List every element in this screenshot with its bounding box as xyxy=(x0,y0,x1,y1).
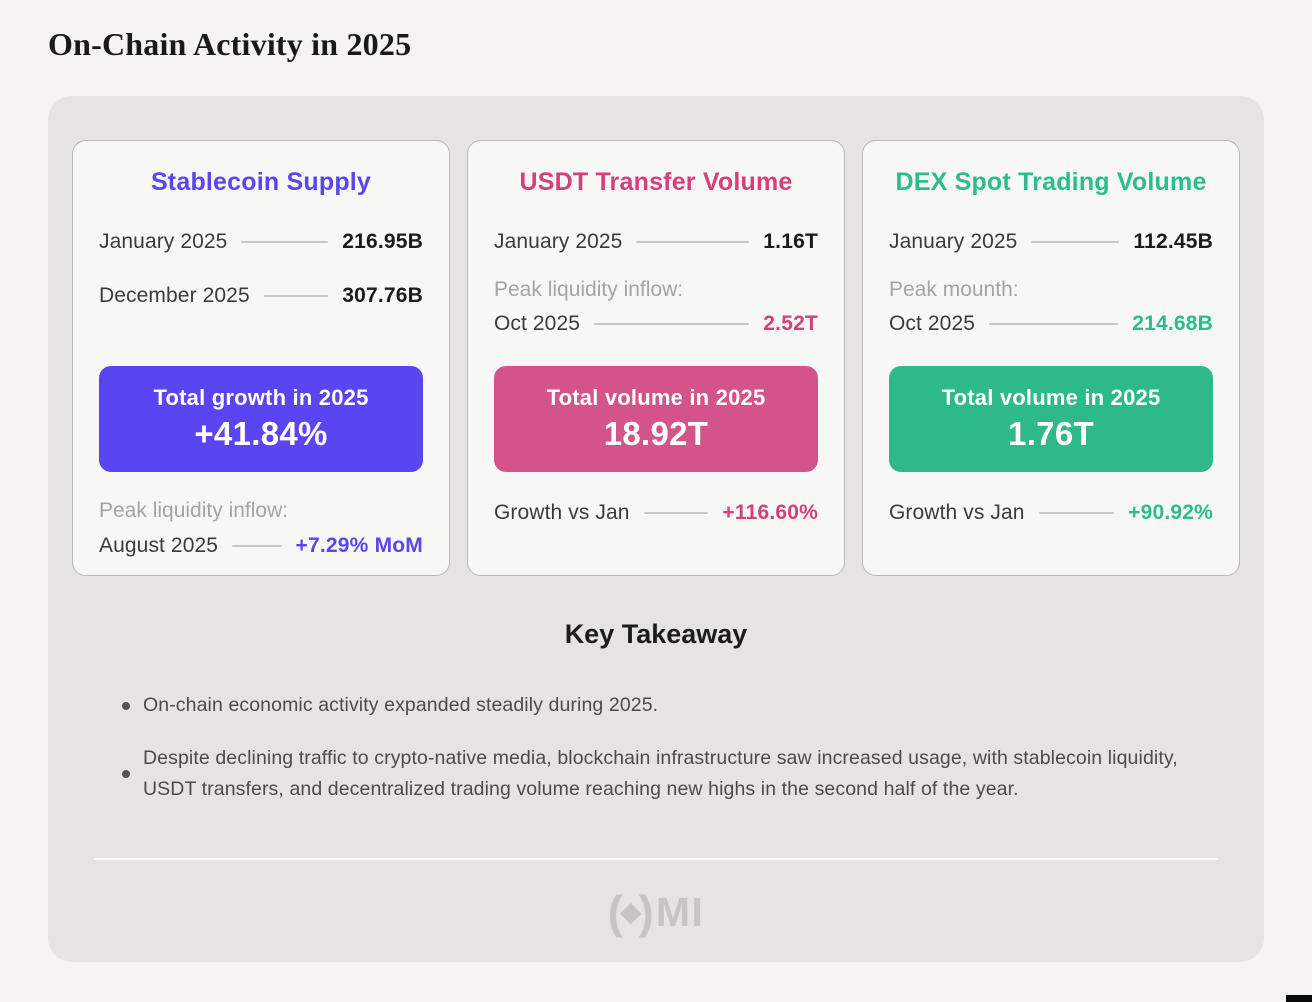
footer-divider xyxy=(94,858,1218,860)
stat-row-january: January 2025 1.16T xyxy=(494,225,818,259)
diamond-icon: ◆ xyxy=(619,896,642,927)
leader-line xyxy=(241,241,329,243)
stat-label: Oct 2025 xyxy=(889,312,976,335)
stat-row-growth: Growth vs Jan +116.60% xyxy=(494,496,818,530)
bullet-icon xyxy=(122,770,130,778)
highlight-box: Total growth in 2025 +41.84% xyxy=(99,366,423,472)
leader-line xyxy=(1038,512,1115,514)
card-usdt-transfer-volume: USDT Transfer Volume January 2025 1.16T … xyxy=(467,140,845,576)
stat-label: December 2025 xyxy=(99,284,250,307)
leader-line xyxy=(643,512,709,514)
highlight-label: Total volume in 2025 xyxy=(941,385,1161,410)
leader-line xyxy=(594,323,750,325)
main-panel: Stablecoin Supply January 2025 216.95B D… xyxy=(48,96,1264,962)
bullet-text: On-chain economic activity expanded stea… xyxy=(143,694,659,716)
stat-label: January 2025 xyxy=(494,230,623,253)
card-stats: January 2025 1.16T Peak liquidity inflow… xyxy=(494,225,818,366)
list-item: Despite declining traffic to crypto-nati… xyxy=(122,743,1194,805)
stat-value: +116.60% xyxy=(722,501,818,524)
card-title: DEX Spot Trading Volume xyxy=(895,168,1207,196)
stat-value: +7.29% MoM xyxy=(295,534,423,557)
leader-line xyxy=(1031,241,1120,243)
card-stats: January 2025 112.45B Peak mounth: Oct 20… xyxy=(889,225,1213,366)
leader-line xyxy=(989,323,1119,325)
stat-value: 2.52T xyxy=(763,312,818,335)
card-title: USDT Transfer Volume xyxy=(519,168,793,196)
card-dex-spot-trading-volume: DEX Spot Trading Volume January 2025 112… xyxy=(862,140,1240,576)
stat-row-growth: Growth vs Jan +90.92% xyxy=(889,496,1213,530)
highlight-box: Total volume in 2025 1.76T xyxy=(889,366,1213,472)
stat-cards: Stablecoin Supply January 2025 216.95B D… xyxy=(72,140,1240,576)
bullet-text: Despite declining traffic to crypto-nati… xyxy=(143,747,1178,800)
stat-value: 216.95B xyxy=(342,230,423,253)
card-stats: January 2025 216.95B December 2025 307.7… xyxy=(99,225,423,366)
highlight-label: Total growth in 2025 xyxy=(153,385,369,410)
stat-label: Growth vs Jan xyxy=(889,501,1025,524)
brand-logo: ( ◆ ) MI xyxy=(72,886,1240,938)
bullet-icon xyxy=(122,701,130,710)
peak-caption: Peak mounth: xyxy=(889,278,1019,301)
takeaway-bullets: On-chain economic activity expanded stea… xyxy=(122,690,1194,805)
leader-line xyxy=(263,295,329,297)
card-title: Stablecoin Supply xyxy=(150,168,372,196)
stat-label: January 2025 xyxy=(99,230,228,253)
screen-corner-artifact xyxy=(1286,995,1312,1002)
stat-row-peak: Oct 2025 214.68B xyxy=(889,307,1213,341)
list-item: On-chain economic activity expanded stea… xyxy=(122,690,1194,721)
page-title: On-Chain Activity in 2025 xyxy=(48,26,412,62)
stat-row-peak: August 2025 +7.29% MoM xyxy=(99,529,423,563)
peak-caption: Peak liquidity inflow: xyxy=(494,278,684,301)
stat-label: Oct 2025 xyxy=(494,312,581,335)
highlight-label: Total volume in 2025 xyxy=(546,385,766,410)
stat-label: January 2025 xyxy=(889,230,1018,253)
card-stablecoin-supply: Stablecoin Supply January 2025 216.95B D… xyxy=(72,140,450,576)
logo-paren-left: ( xyxy=(607,886,623,938)
highlight-value: +41.84% xyxy=(194,415,328,452)
stat-label: August 2025 xyxy=(99,534,219,557)
stat-row-january: January 2025 112.45B xyxy=(889,225,1213,259)
logo-paren-right: ) xyxy=(638,886,654,938)
stat-value: 112.45B xyxy=(1133,230,1213,253)
logo-wordmark: MI xyxy=(655,889,705,935)
stat-row-january: January 2025 216.95B xyxy=(99,225,423,259)
highlight-value: 1.76T xyxy=(1008,415,1094,452)
highlight-box: Total volume in 2025 18.92T xyxy=(494,366,818,472)
stat-value: 307.76B xyxy=(342,284,423,307)
leader-line xyxy=(232,545,282,547)
stat-row-peak: Oct 2025 2.52T xyxy=(494,307,818,341)
stat-row-december: December 2025 307.76B xyxy=(99,279,423,313)
stat-value: 214.68B xyxy=(1132,312,1213,335)
stat-value: +90.92% xyxy=(1128,501,1213,524)
stat-label: Growth vs Jan xyxy=(494,501,630,524)
stat-value: 1.16T xyxy=(763,230,818,253)
leader-line xyxy=(636,241,750,243)
highlight-value: 18.92T xyxy=(603,415,709,452)
takeaway-heading: Key Takeaway xyxy=(564,619,748,649)
peak-caption: Peak liquidity inflow: xyxy=(99,499,289,522)
